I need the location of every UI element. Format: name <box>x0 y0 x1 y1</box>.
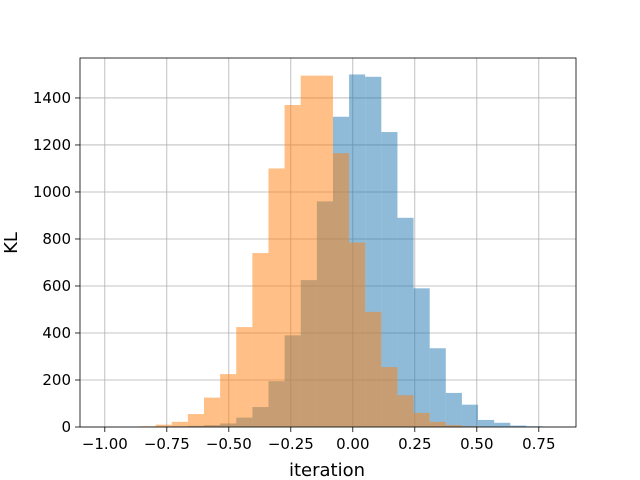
y-axis-label: KL <box>1 232 22 254</box>
y-tick-label: 400 <box>42 324 71 342</box>
histogram-bar <box>172 422 188 427</box>
histogram-bar <box>236 327 252 427</box>
histogram-bar <box>333 153 349 427</box>
y-tick-label: 1000 <box>33 183 71 201</box>
histogram-bar <box>397 395 413 427</box>
histogram-bar <box>462 405 478 427</box>
histogram-bar <box>430 422 446 427</box>
histogram-bar <box>414 288 430 427</box>
histogram-bar <box>478 420 494 427</box>
y-tick-label: 800 <box>42 230 71 248</box>
x-tick-label: −0.75 <box>144 435 190 453</box>
histogram-bar <box>381 367 397 427</box>
histogram-bar <box>204 398 220 427</box>
histogram-bar <box>301 76 317 427</box>
histogram-bar <box>494 423 510 427</box>
x-tick-label: −1.00 <box>82 435 128 453</box>
x-tick-label: −0.25 <box>268 435 314 453</box>
histogram-bar <box>446 393 462 427</box>
histogram-bar <box>285 105 301 427</box>
x-tick-label: −0.50 <box>206 435 252 453</box>
y-tick-label: 1400 <box>33 89 71 107</box>
x-tick-label: 0.50 <box>460 435 493 453</box>
histogram-bar <box>349 243 365 428</box>
histogram-bar <box>365 312 381 427</box>
x-tick-label: 0.00 <box>336 435 369 453</box>
y-tick-label: 1200 <box>33 136 71 154</box>
histogram-bar <box>220 374 236 427</box>
histogram-bar <box>317 76 333 427</box>
x-axis-label: iteration <box>289 460 365 480</box>
x-tick-label: 0.75 <box>522 435 555 453</box>
histogram-bar <box>430 348 446 427</box>
y-tick-label: 0 <box>61 418 71 436</box>
histogram-bar <box>188 414 204 427</box>
y-tick-label: 600 <box>42 277 71 295</box>
x-tick-label: 0.25 <box>398 435 431 453</box>
histogram-bar <box>414 413 430 427</box>
histogram-bar <box>268 168 284 427</box>
histogram-bar <box>252 253 268 427</box>
y-tick-label: 200 <box>42 371 71 389</box>
